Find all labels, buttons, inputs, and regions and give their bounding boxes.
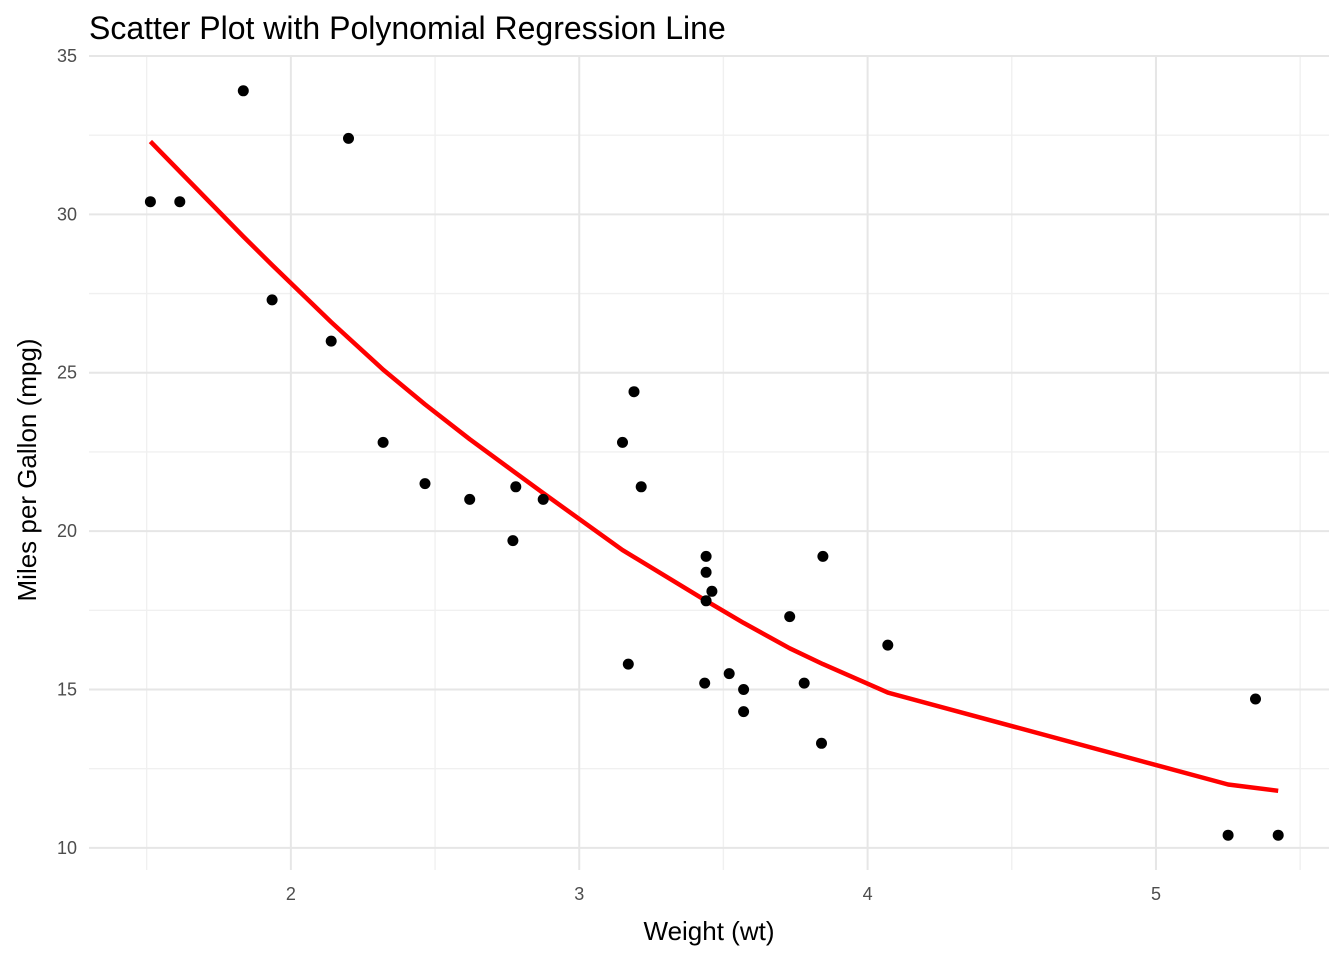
- y-axis-title: Miles per Gallon (mpg): [12, 339, 42, 602]
- data-point: [174, 196, 186, 208]
- data-point: [507, 535, 519, 547]
- y-tick-label: 30: [57, 204, 77, 224]
- data-point: [738, 706, 750, 718]
- data-point: [266, 294, 278, 306]
- data-point: [1222, 829, 1234, 841]
- regression-line-layer: [148, 139, 1279, 794]
- x-axis-title: Weight (wt): [644, 916, 775, 946]
- data-point: [1250, 693, 1261, 705]
- data-point: [419, 478, 431, 490]
- data-point: [617, 436, 628, 448]
- data-point: [882, 639, 894, 651]
- data-point: [1272, 829, 1284, 841]
- y-tick-label: 15: [57, 679, 77, 699]
- y-tick-label: 10: [57, 838, 77, 858]
- minor-gridlines: [89, 56, 1329, 870]
- data-point: [343, 132, 354, 144]
- data-point: [700, 566, 712, 578]
- data-point: [700, 595, 712, 607]
- data-point: [325, 335, 337, 347]
- data-point: [700, 550, 712, 562]
- data-point: [144, 196, 156, 208]
- x-tick-label: 4: [863, 884, 873, 904]
- data-point: [817, 550, 829, 562]
- data-point: [723, 668, 735, 680]
- data-point: [622, 658, 634, 670]
- regression-line: [148, 139, 1279, 794]
- data-point: [537, 493, 549, 505]
- data-point: [464, 493, 476, 505]
- y-tick-label: 25: [57, 363, 77, 383]
- x-tick-label: 3: [574, 884, 584, 904]
- tick-labels: 2 3 4 5 10 15 20 25 30 35: [57, 46, 1161, 904]
- data-point: [798, 677, 810, 689]
- data-point: [635, 481, 647, 493]
- y-tick-label: 20: [57, 521, 77, 541]
- data-point: [377, 436, 389, 448]
- data-points-layer: [144, 85, 1284, 841]
- data-point: [738, 684, 750, 695]
- data-point: [628, 386, 640, 398]
- data-point: [699, 677, 711, 689]
- data-point: [816, 737, 827, 749]
- data-point: [510, 481, 522, 493]
- chart-title: Scatter Plot with Polynomial Regression …: [89, 10, 726, 46]
- x-tick-label: 2: [286, 884, 296, 904]
- y-tick-label: 35: [57, 46, 77, 66]
- x-tick-label: 5: [1151, 884, 1161, 904]
- data-point: [784, 611, 796, 623]
- data-point: [237, 85, 249, 97]
- data-point: [706, 585, 718, 597]
- major-gridlines: [89, 55, 1329, 870]
